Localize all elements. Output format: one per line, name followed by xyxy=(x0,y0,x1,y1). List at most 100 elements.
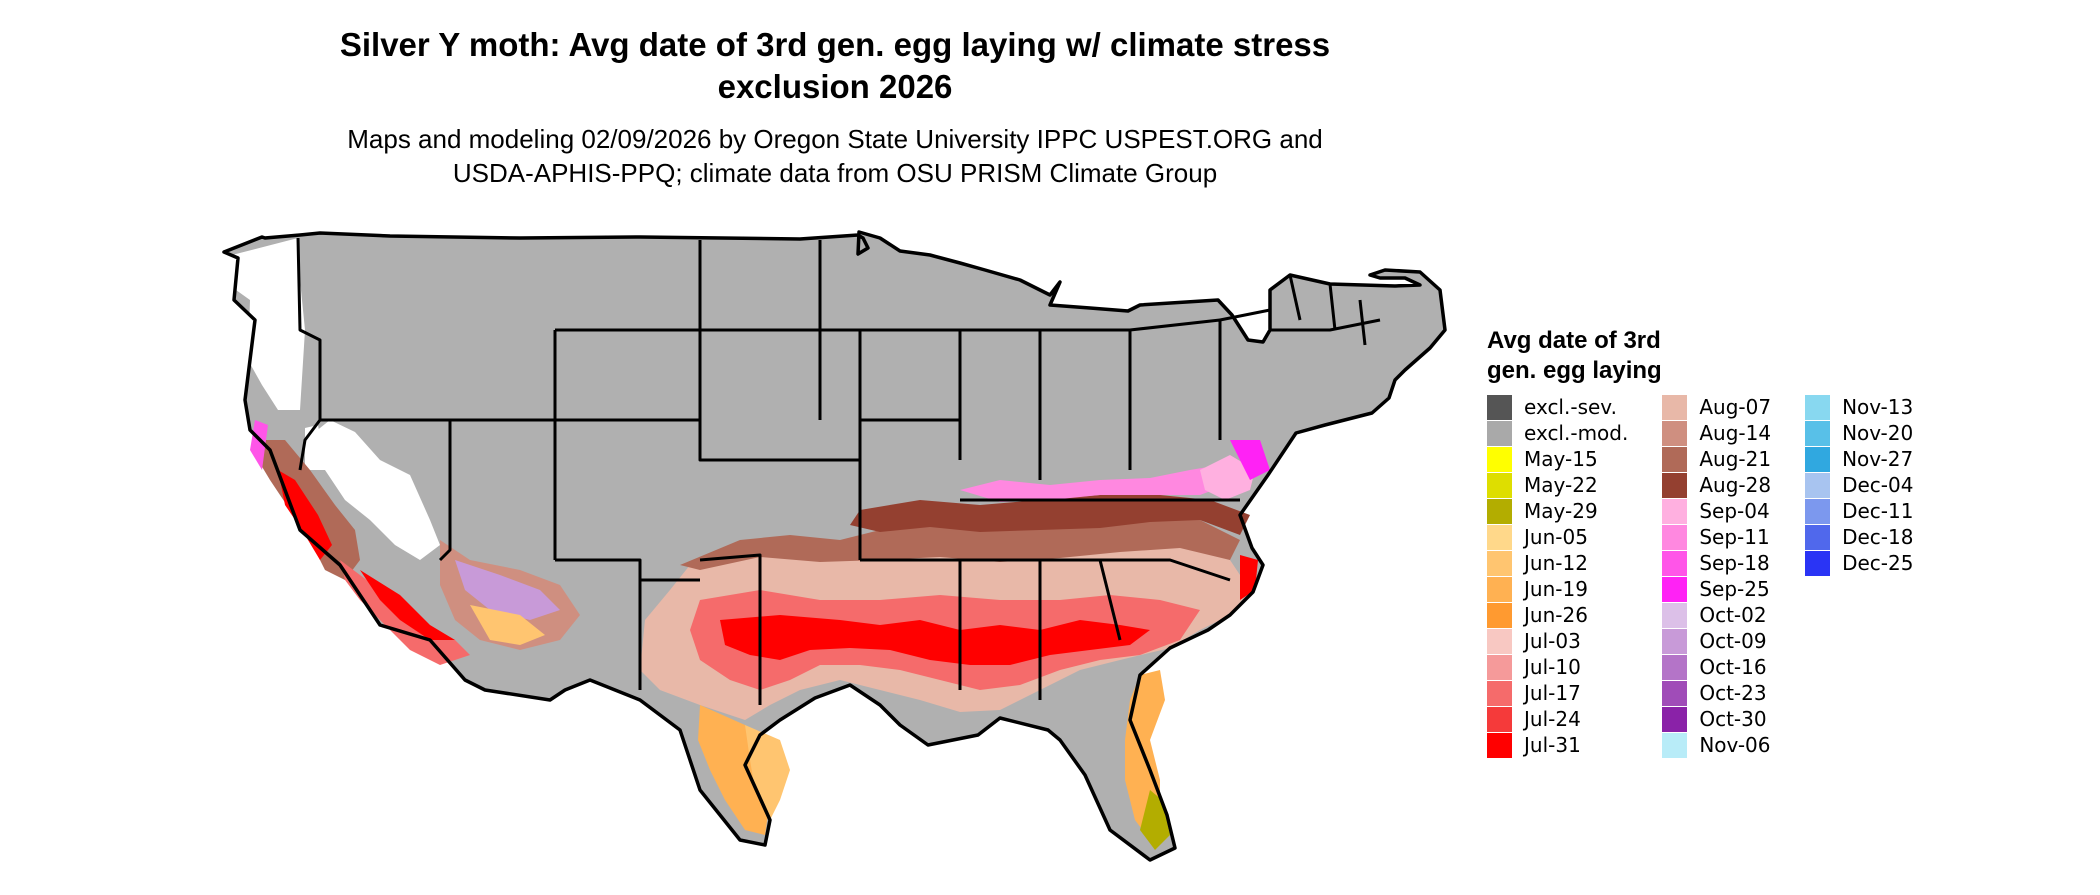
map-zone-ca-valley xyxy=(278,470,332,560)
legend-item: Sep-18 xyxy=(1662,550,1771,576)
map-zone-sw-hot xyxy=(360,570,455,640)
legend-item: Jun-19 xyxy=(1487,576,1628,602)
state-border xyxy=(298,419,322,471)
legend-swatch xyxy=(1487,602,1512,628)
legend-swatch xyxy=(1662,472,1688,498)
map-zone-az-low xyxy=(470,605,545,645)
legend-swatch xyxy=(1662,394,1688,420)
legend-item: Oct-09 xyxy=(1662,628,1771,654)
legend-swatch xyxy=(1662,576,1688,602)
legend-swatch xyxy=(1662,420,1688,446)
legend-item: Dec-04 xyxy=(1805,472,1913,498)
legend-label: Oct-30 xyxy=(1699,707,1767,731)
legend-label: Sep-11 xyxy=(1699,525,1770,549)
legend-label: Jul-24 xyxy=(1524,707,1581,731)
legend-swatch xyxy=(1662,628,1688,654)
legend-swatch xyxy=(1487,550,1512,576)
state-border xyxy=(1270,318,1381,332)
legend-swatch xyxy=(1662,524,1688,550)
legend-label: Jun-05 xyxy=(1524,525,1588,549)
legend-label: Jul-17 xyxy=(1524,681,1581,705)
legend-swatch xyxy=(1662,498,1688,524)
legend-swatch xyxy=(1487,524,1512,550)
legend-title-line-1: Avg date of 3rd xyxy=(1487,327,1661,354)
map-zone-nj-de xyxy=(1230,440,1270,480)
map-zone-tx-south xyxy=(745,725,790,820)
map-zone-ohio-valley xyxy=(960,465,1240,502)
legend-item: Jul-03 xyxy=(1487,628,1628,654)
map-subtitle-line-2: USDA-APHIS-PPQ; climate data from OSU PR… xyxy=(452,158,1218,188)
legend-title-line-2: gen. egg laying xyxy=(1487,357,1662,384)
legend-label: Dec-11 xyxy=(1842,499,1914,523)
legend-item: Dec-25 xyxy=(1805,550,1913,576)
legend-swatch xyxy=(1662,446,1688,472)
map-zone-south-hot xyxy=(720,615,1150,665)
legend-columns: excl.-sev. excl.-mod. May-15 May-22 May-29 Ju… xyxy=(1487,394,1913,758)
state-border xyxy=(1219,308,1271,322)
legend-item: excl.-mod. xyxy=(1487,420,1628,446)
legend-swatch xyxy=(1805,550,1831,576)
legend-swatch xyxy=(1805,524,1831,550)
legend-item: Nov-06 xyxy=(1662,732,1771,758)
legend-item: Oct-30 xyxy=(1662,706,1771,732)
legend-swatch xyxy=(1487,706,1512,732)
map-zone-az-cool xyxy=(455,560,560,620)
legend-label: May-22 xyxy=(1524,473,1598,497)
legend-item: Aug-07 xyxy=(1662,394,1771,420)
legend-swatch xyxy=(1487,394,1512,420)
legend-label: Dec-18 xyxy=(1842,525,1914,549)
legend-item: May-15 xyxy=(1487,446,1628,472)
legend-label: Nov-06 xyxy=(1699,733,1771,757)
legend-swatch xyxy=(1487,420,1512,446)
map-subtitle: Maps and modeling 02/09/2026 by Oregon S… xyxy=(230,122,1440,190)
map-outline xyxy=(222,230,1447,862)
map-zone-nevada-white xyxy=(305,420,440,560)
legend-swatch xyxy=(1662,732,1688,758)
legend-item: Oct-02 xyxy=(1662,602,1771,628)
legend-swatch xyxy=(1805,420,1831,446)
map-zone-tx-coast xyxy=(698,705,770,835)
legend: Avg date of 3rd gen. egg laying excl.-se… xyxy=(1487,326,1913,758)
legend-label: Jun-26 xyxy=(1524,603,1588,627)
state-border xyxy=(296,237,322,420)
legend-item: Jun-12 xyxy=(1487,550,1628,576)
map-title-line-2: exclusion 2026 xyxy=(717,68,953,105)
legend-swatch xyxy=(1662,680,1688,706)
legend-title: Avg date of 3rd gen. egg laying xyxy=(1487,326,1913,386)
legend-label: Jul-10 xyxy=(1524,655,1581,679)
legend-label: Dec-04 xyxy=(1842,473,1914,497)
map-subtitle-line-1: Maps and modeling 02/09/2026 by Oregon S… xyxy=(347,124,1323,154)
legend-label: excl.-sev. xyxy=(1524,395,1617,419)
legend-label: Jun-12 xyxy=(1524,551,1588,575)
legend-item: Jul-17 xyxy=(1487,680,1628,706)
map-zone-white-strip xyxy=(305,425,326,470)
map-zone-mid-atlantic xyxy=(1200,455,1255,500)
state-border xyxy=(1288,274,1302,321)
legend-item: Dec-11 xyxy=(1805,498,1913,524)
legend-item: Jul-31 xyxy=(1487,732,1628,758)
legend-swatch xyxy=(1662,706,1688,732)
state-border xyxy=(1328,283,1337,331)
legend-item: Sep-25 xyxy=(1662,576,1771,602)
legend-label: Aug-28 xyxy=(1699,473,1772,497)
legend-label: Jul-03 xyxy=(1524,629,1581,653)
legend-swatch xyxy=(1805,446,1831,472)
state-border xyxy=(699,553,762,705)
map-title-line-1: Silver Y moth: Avg date of 3rd gen. egg … xyxy=(339,26,1331,63)
legend-column: Nov-13 Nov-20 Nov-27 Dec-04 Dec-11 Dec-18 Dec-… xyxy=(1805,394,1913,758)
legend-label: Oct-02 xyxy=(1699,603,1767,627)
legend-item: Nov-27 xyxy=(1805,446,1913,472)
legend-item: Jul-10 xyxy=(1487,654,1628,680)
legend-swatch xyxy=(1487,628,1512,654)
legend-item: Aug-14 xyxy=(1662,420,1771,446)
legend-item: Jul-24 xyxy=(1487,706,1628,732)
legend-swatch xyxy=(1487,472,1512,498)
legend-label: Aug-21 xyxy=(1699,447,1772,471)
legend-swatch xyxy=(1662,654,1688,680)
legend-item: Dec-18 xyxy=(1805,524,1913,550)
map-zone-west-coast xyxy=(232,238,305,410)
legend-swatch xyxy=(1487,498,1512,524)
legend-swatch xyxy=(1487,654,1512,680)
legend-label: Jun-19 xyxy=(1524,577,1588,601)
legend-item: Oct-23 xyxy=(1662,680,1771,706)
